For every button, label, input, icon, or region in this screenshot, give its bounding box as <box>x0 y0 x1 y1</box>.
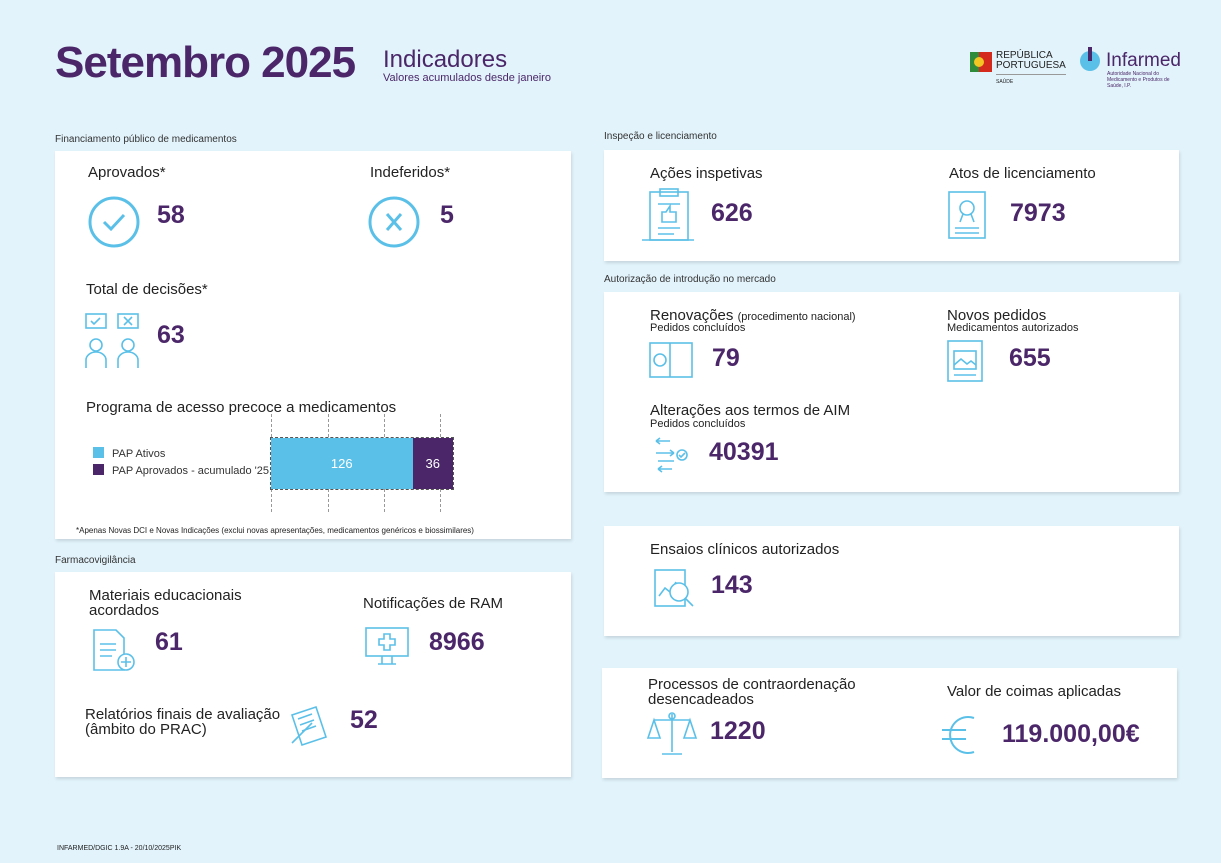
value: 61 <box>155 628 183 656</box>
research-icon <box>654 569 694 607</box>
bar-outline <box>270 437 454 490</box>
legend-label: PAP Ativos <box>112 448 166 460</box>
legend-label: PAP Aprovados - acumulado '25 <box>112 465 270 477</box>
infarmed-sub: Autoridade Nacional do Medicamento e Pro… <box>1107 71 1170 89</box>
data-label: 126 <box>330 456 353 471</box>
certificate-icon <box>948 191 986 239</box>
section-label: Inspeção e licenciamento <box>604 131 717 142</box>
value: 1220 <box>710 717 766 745</box>
label: desencadeados <box>648 691 754 708</box>
x-icon <box>368 196 420 248</box>
sublabel: Pedidos concluídos <box>650 322 746 334</box>
legend-item: PAP Aprovados - acumulado '25 <box>93 464 269 477</box>
republica-line2: PORTUGUESA <box>996 60 1066 71</box>
sublabel: Pedidos concluídos <box>650 418 746 430</box>
bar-segment: 36 <box>412 438 453 489</box>
label: Aprovados* <box>88 164 166 181</box>
renovacoes-label: Renovações <box>650 307 734 324</box>
label: Notificações de RAM <box>363 595 504 612</box>
monitor-icon <box>365 627 409 665</box>
card <box>604 292 1179 492</box>
section-label: Farmacovigilância <box>55 555 136 566</box>
infarmed-logo: Infarmed <box>1106 50 1181 71</box>
label: Atos de licenciamento <box>949 165 1096 182</box>
check-icon <box>88 196 140 248</box>
footnote: *Apenas Novas DCI e Novas Indicações (ex… <box>76 526 474 535</box>
label: Indeferidos* <box>370 164 451 181</box>
legend-swatch <box>93 464 104 475</box>
papers-icon <box>290 705 328 747</box>
scales-icon <box>646 712 698 755</box>
renewal-icon <box>649 342 693 378</box>
value: 626 <box>711 199 753 227</box>
image-doc-icon <box>947 340 983 382</box>
people-icon <box>85 313 139 368</box>
pap-title: Programa de acesso precoce a medicamento… <box>86 399 397 416</box>
card <box>602 668 1177 778</box>
document-icon <box>93 629 135 671</box>
republica-sub: SAÚDE <box>996 74 1066 87</box>
label: Valor de coimas aplicadas <box>947 683 1121 700</box>
republica-emblem <box>970 52 992 72</box>
label: Renovações (procedimento nacional) <box>650 308 856 325</box>
value: 119.000,00€ <box>1002 720 1140 748</box>
arrows-icon <box>655 437 688 473</box>
label: (âmbito do PRAC) <box>85 721 207 738</box>
clipboard-icon <box>642 188 694 241</box>
value: 40391 <box>709 438 779 466</box>
title: Setembro 2025 <box>55 38 356 87</box>
data-label: 36 <box>425 456 440 471</box>
value: 7973 <box>1010 199 1066 227</box>
label: Materiais educacionais acordados <box>89 587 242 619</box>
value: 79 <box>712 344 740 372</box>
renovacoes-qualifier: (procedimento nacional) <box>737 311 856 323</box>
euro-icon <box>942 716 975 754</box>
label: Ensaios clínicos autorizados <box>650 541 840 558</box>
label: Novos pedidos <box>947 307 1047 324</box>
subtitle-note: Valores acumulados desde janeiro <box>383 72 551 84</box>
legend-item: PAP Ativos <box>93 447 165 460</box>
value: 63 <box>157 321 185 349</box>
value: 58 <box>157 201 185 229</box>
footer: INFARMED/DGIC 1.9A - 20/10/2025PIK <box>57 845 182 852</box>
value: 5 <box>440 201 454 229</box>
label: Alterações aos termos de AIM <box>650 402 851 419</box>
section-label: Financiamento público de medicamentos <box>55 134 237 145</box>
republica-line1: REPÚBLICA <box>996 50 1053 61</box>
section-label: Autorização de introdução no mercado <box>604 274 776 285</box>
label: Total de decisões* <box>86 281 208 298</box>
value: 143 <box>711 571 753 599</box>
sublabel: Medicamentos autorizados <box>947 322 1079 334</box>
republica-logo: REPÚBLICA PORTUGUESA SAÚDE <box>996 51 1066 87</box>
value: 8966 <box>429 628 485 656</box>
value: 52 <box>350 706 378 734</box>
card <box>604 150 1179 261</box>
card <box>55 572 571 777</box>
value: 655 <box>1009 344 1051 372</box>
bar-segment: 126 <box>271 438 413 489</box>
legend-swatch <box>93 447 104 458</box>
label: Ações inspetivas <box>650 165 763 182</box>
card <box>604 526 1179 636</box>
label: Relatórios finais de avaliação <box>85 706 281 723</box>
label: Processos de contraordenação <box>648 676 856 693</box>
subtitle: Indicadores <box>383 46 508 73</box>
infarmed-icon <box>1080 47 1100 71</box>
